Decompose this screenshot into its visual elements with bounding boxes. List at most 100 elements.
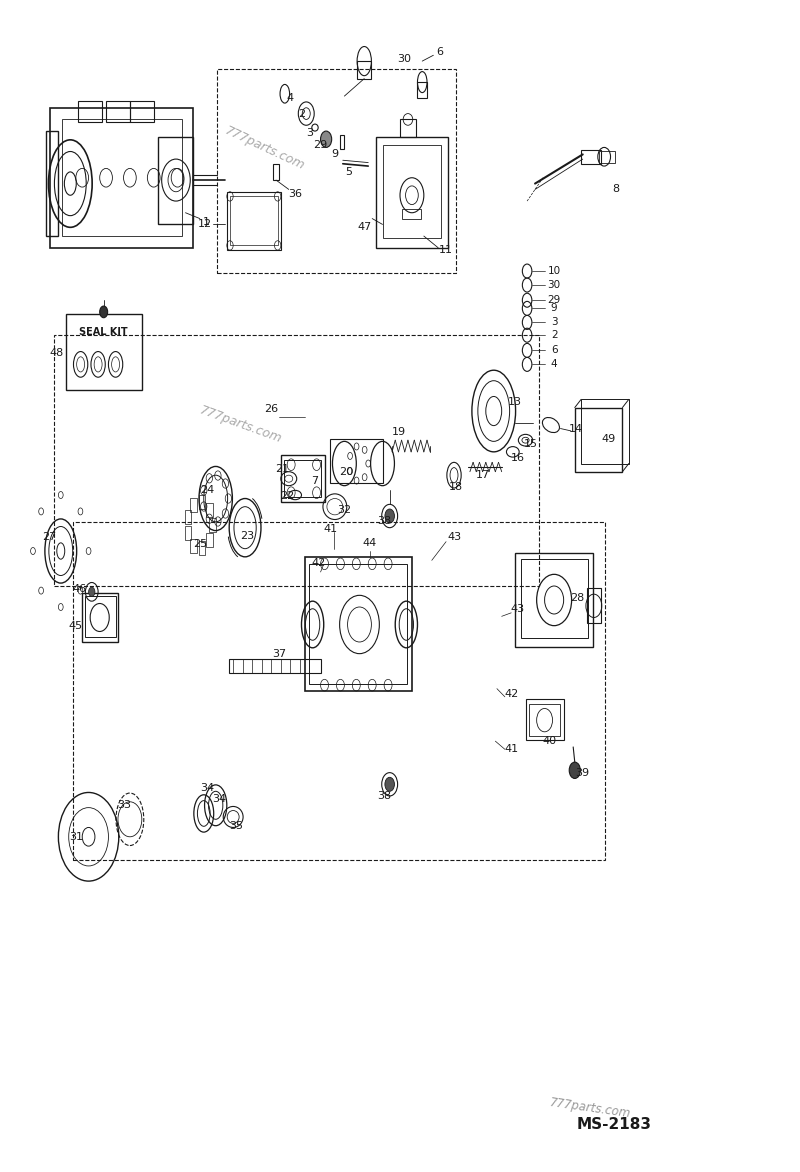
Bar: [206, 503, 213, 517]
Text: 34: 34: [201, 783, 215, 792]
Bar: [227, 192, 281, 250]
Text: 39: 39: [576, 768, 590, 778]
Text: 11: 11: [439, 245, 453, 255]
Text: 19: 19: [391, 427, 406, 437]
Text: 43: 43: [510, 605, 525, 614]
Text: 48: 48: [50, 348, 64, 357]
Circle shape: [100, 306, 108, 318]
Bar: [130, 101, 154, 122]
Bar: [581, 150, 601, 164]
Text: 2: 2: [551, 331, 558, 340]
Text: 31: 31: [69, 832, 83, 841]
Bar: [310, 564, 407, 684]
Text: 47: 47: [357, 222, 371, 232]
Text: 22: 22: [280, 491, 294, 502]
Text: 18: 18: [449, 482, 462, 492]
Text: 42: 42: [312, 558, 326, 567]
Text: 6: 6: [551, 346, 558, 355]
Bar: [218, 69, 456, 273]
Text: 2: 2: [298, 109, 305, 118]
Text: 28: 28: [570, 593, 584, 602]
Bar: [357, 61, 371, 79]
Bar: [66, 314, 142, 390]
Text: 30: 30: [397, 54, 411, 63]
Text: 3: 3: [551, 318, 558, 327]
Bar: [62, 120, 182, 236]
Text: MS-2183: MS-2183: [577, 1117, 652, 1132]
Text: 13: 13: [508, 396, 522, 407]
Bar: [229, 660, 321, 674]
Text: 41: 41: [323, 524, 337, 533]
Bar: [106, 101, 130, 122]
Text: 9: 9: [331, 149, 338, 159]
Text: 42: 42: [504, 689, 518, 700]
Text: 14: 14: [570, 423, 583, 434]
Bar: [515, 553, 593, 647]
Text: 40: 40: [542, 736, 557, 747]
Bar: [46, 131, 58, 236]
Circle shape: [89, 587, 95, 597]
Bar: [199, 541, 205, 556]
Bar: [598, 151, 614, 163]
Text: 1: 1: [202, 217, 210, 227]
Bar: [210, 518, 216, 532]
Bar: [418, 82, 427, 98]
Bar: [185, 526, 191, 540]
Bar: [185, 510, 191, 524]
Text: 9: 9: [551, 304, 558, 313]
Bar: [586, 588, 601, 624]
Text: 15: 15: [524, 438, 538, 449]
Bar: [376, 137, 448, 247]
Text: 29: 29: [314, 141, 328, 150]
Text: 27: 27: [42, 532, 56, 541]
Bar: [305, 557, 412, 691]
Text: 43: 43: [447, 532, 461, 541]
Bar: [574, 408, 622, 471]
Bar: [284, 461, 322, 497]
Circle shape: [385, 509, 394, 523]
Circle shape: [570, 762, 580, 778]
Bar: [206, 533, 213, 547]
Text: 36: 36: [288, 189, 302, 199]
Text: 777parts.com: 777parts.com: [198, 404, 284, 447]
Text: 25: 25: [193, 539, 207, 548]
Bar: [230, 197, 278, 245]
Bar: [273, 164, 279, 180]
Circle shape: [385, 777, 394, 791]
Text: 26: 26: [264, 403, 278, 414]
Bar: [86, 597, 115, 638]
Text: 6: 6: [436, 47, 443, 56]
Text: 41: 41: [504, 744, 518, 755]
Bar: [330, 440, 382, 483]
Text: SEAL KIT: SEAL KIT: [79, 327, 128, 336]
Text: 16: 16: [510, 452, 525, 463]
Text: 46: 46: [73, 585, 87, 594]
Text: 20: 20: [339, 466, 353, 477]
Text: 777parts.com: 777parts.com: [550, 1097, 632, 1120]
Bar: [82, 593, 118, 642]
Text: 12: 12: [198, 219, 213, 230]
Bar: [341, 135, 344, 149]
Text: 38: 38: [377, 791, 391, 800]
Text: 45: 45: [69, 621, 83, 631]
Text: 37: 37: [272, 648, 286, 659]
Text: 10: 10: [547, 266, 561, 277]
Text: 38: 38: [377, 516, 391, 526]
Bar: [281, 456, 325, 502]
Text: 30: 30: [547, 280, 561, 289]
Text: 7: 7: [310, 476, 318, 486]
Bar: [190, 498, 197, 512]
Circle shape: [321, 131, 332, 148]
Bar: [54, 335, 539, 586]
Text: 4: 4: [551, 360, 558, 369]
Text: 8: 8: [613, 184, 620, 195]
Text: 35: 35: [230, 822, 243, 831]
Text: 5: 5: [345, 166, 352, 177]
Bar: [581, 400, 629, 463]
Text: 24: 24: [201, 485, 215, 496]
Text: 3: 3: [306, 129, 313, 138]
Text: 33: 33: [118, 800, 131, 810]
Text: 777parts.com: 777parts.com: [223, 124, 307, 172]
Bar: [199, 496, 205, 510]
Bar: [158, 137, 194, 224]
